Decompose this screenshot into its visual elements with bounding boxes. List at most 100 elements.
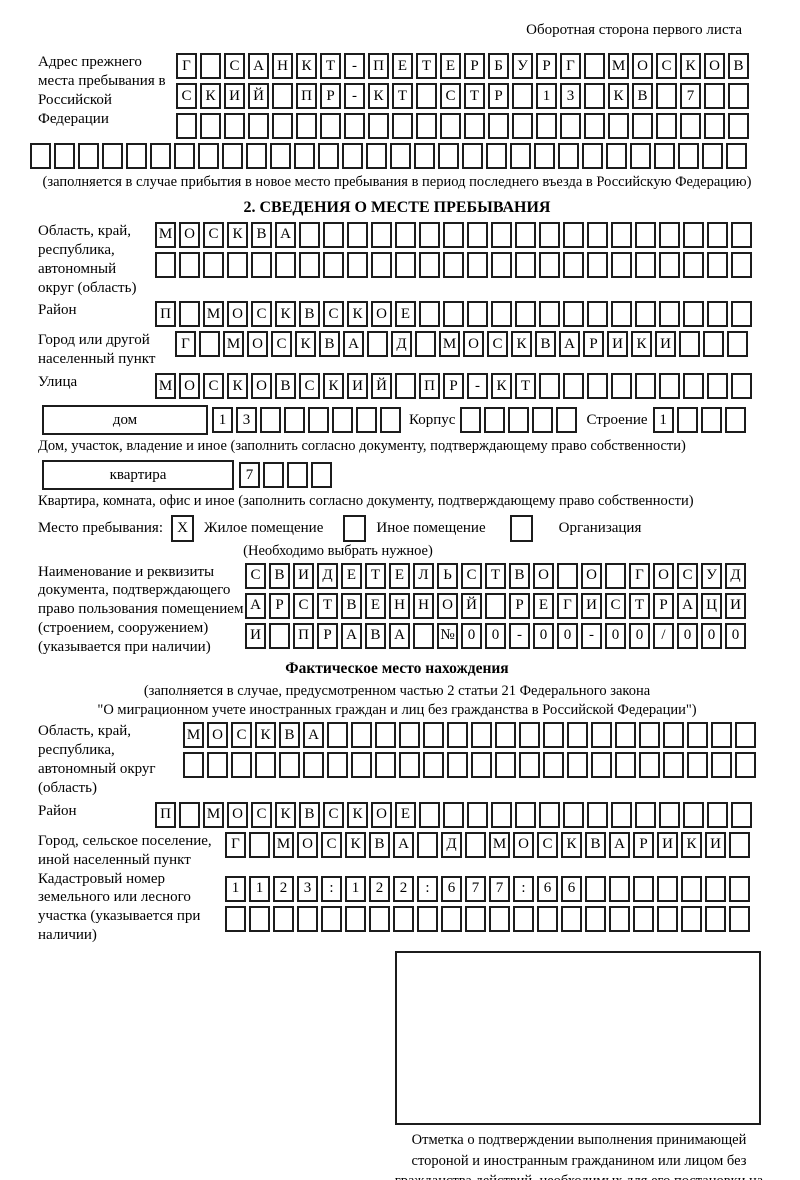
char-box[interactable]: Е	[395, 801, 416, 828]
char-box[interactable]	[323, 221, 344, 248]
char-box[interactable]: 1	[345, 875, 366, 902]
char-box[interactable]: Й	[461, 592, 482, 619]
char-box[interactable]	[417, 831, 438, 858]
char-box[interactable]: :	[513, 875, 534, 902]
char-box[interactable]: Д	[391, 331, 412, 358]
char-box[interactable]: К	[347, 301, 368, 328]
char-box[interactable]	[471, 722, 492, 749]
char-box[interactable]	[611, 251, 632, 278]
char-box[interactable]	[508, 407, 530, 434]
char-box[interactable]	[150, 143, 171, 169]
char-box[interactable]: С	[656, 53, 677, 79]
char-box[interactable]	[731, 221, 752, 248]
char-box[interactable]: С	[440, 83, 461, 109]
char-box[interactable]	[320, 113, 341, 139]
char-box[interactable]: С	[537, 831, 558, 858]
char-box[interactable]: У	[512, 53, 533, 79]
char-box[interactable]	[683, 373, 704, 400]
char-box[interactable]: М	[203, 301, 224, 328]
char-box[interactable]	[683, 801, 704, 828]
char-box[interactable]	[711, 722, 732, 749]
char-box[interactable]	[465, 831, 486, 858]
char-box[interactable]: Р	[653, 592, 674, 619]
char-box[interactable]	[249, 905, 270, 932]
char-box[interactable]: Г	[225, 831, 246, 858]
char-box[interactable]: К	[255, 722, 276, 749]
char-box[interactable]: А	[677, 592, 698, 619]
char-box[interactable]	[567, 752, 588, 779]
char-box[interactable]: 0	[605, 622, 626, 649]
char-box[interactable]	[536, 113, 557, 139]
char-box[interactable]	[726, 143, 747, 169]
char-box[interactable]: 1	[652, 407, 674, 434]
char-box[interactable]: 0	[701, 622, 722, 649]
char-box[interactable]: О	[371, 301, 392, 328]
char-box[interactable]: С	[323, 301, 344, 328]
char-box[interactable]	[659, 221, 680, 248]
char-box[interactable]: Н	[389, 592, 410, 619]
char-box[interactable]: /	[653, 622, 674, 649]
char-box[interactable]: В	[299, 801, 320, 828]
char-box[interactable]	[711, 752, 732, 779]
char-box[interactable]	[356, 407, 377, 434]
char-box[interactable]	[515, 251, 536, 278]
char-box[interactable]	[683, 301, 704, 328]
char-box[interactable]	[399, 752, 420, 779]
char-box[interactable]: С	[231, 722, 252, 749]
char-box[interactable]	[567, 722, 588, 749]
char-box[interactable]: Р	[536, 53, 557, 79]
char-box[interactable]: Г	[176, 53, 197, 79]
char-box[interactable]	[416, 113, 437, 139]
char-box[interactable]: 3	[560, 83, 581, 109]
char-box[interactable]	[543, 722, 564, 749]
char-box[interactable]	[704, 113, 725, 139]
char-box[interactable]: В	[535, 331, 556, 358]
char-box[interactable]: И	[581, 592, 602, 619]
char-box[interactable]: И	[293, 562, 314, 589]
char-box[interactable]	[591, 752, 612, 779]
char-box[interactable]	[299, 221, 320, 248]
char-box[interactable]	[611, 221, 632, 248]
char-box[interactable]: Г	[557, 592, 578, 619]
char-box[interactable]	[587, 801, 608, 828]
char-box[interactable]: -	[467, 373, 488, 400]
char-box[interactable]	[632, 113, 653, 139]
char-box[interactable]	[489, 905, 510, 932]
char-box[interactable]	[299, 251, 320, 278]
char-box[interactable]	[465, 905, 486, 932]
char-box[interactable]	[269, 622, 290, 649]
char-box[interactable]	[539, 251, 560, 278]
char-box[interactable]: О	[227, 801, 248, 828]
char-box[interactable]	[707, 221, 728, 248]
char-box[interactable]	[635, 373, 656, 400]
char-box[interactable]: 0	[677, 622, 698, 649]
char-box[interactable]: И	[657, 831, 678, 858]
char-box[interactable]: Ц	[701, 592, 722, 619]
char-box[interactable]	[491, 251, 512, 278]
char-box[interactable]: С	[176, 83, 197, 109]
char-box[interactable]: В	[365, 622, 386, 649]
char-box[interactable]	[539, 301, 560, 328]
char-box[interactable]	[443, 221, 464, 248]
char-box[interactable]	[639, 752, 660, 779]
char-box[interactable]: В	[299, 301, 320, 328]
char-box[interactable]: К	[200, 83, 221, 109]
char-box[interactable]	[491, 301, 512, 328]
char-box[interactable]: Е	[440, 53, 461, 79]
char-box[interactable]	[179, 301, 200, 328]
char-box[interactable]	[729, 831, 750, 858]
char-box[interactable]: К	[608, 83, 629, 109]
char-box[interactable]: О	[227, 301, 248, 328]
char-box[interactable]	[656, 83, 677, 109]
char-box[interactable]: Е	[392, 53, 413, 79]
char-box[interactable]	[488, 113, 509, 139]
char-box[interactable]: П	[368, 53, 389, 79]
char-box[interactable]	[681, 905, 702, 932]
char-box[interactable]: К	[491, 373, 512, 400]
char-box[interactable]: 0	[533, 622, 554, 649]
char-box[interactable]	[260, 407, 281, 434]
char-box[interactable]	[705, 905, 726, 932]
char-box[interactable]: 0	[461, 622, 482, 649]
char-box[interactable]: 2	[393, 875, 414, 902]
char-box[interactable]	[635, 301, 656, 328]
